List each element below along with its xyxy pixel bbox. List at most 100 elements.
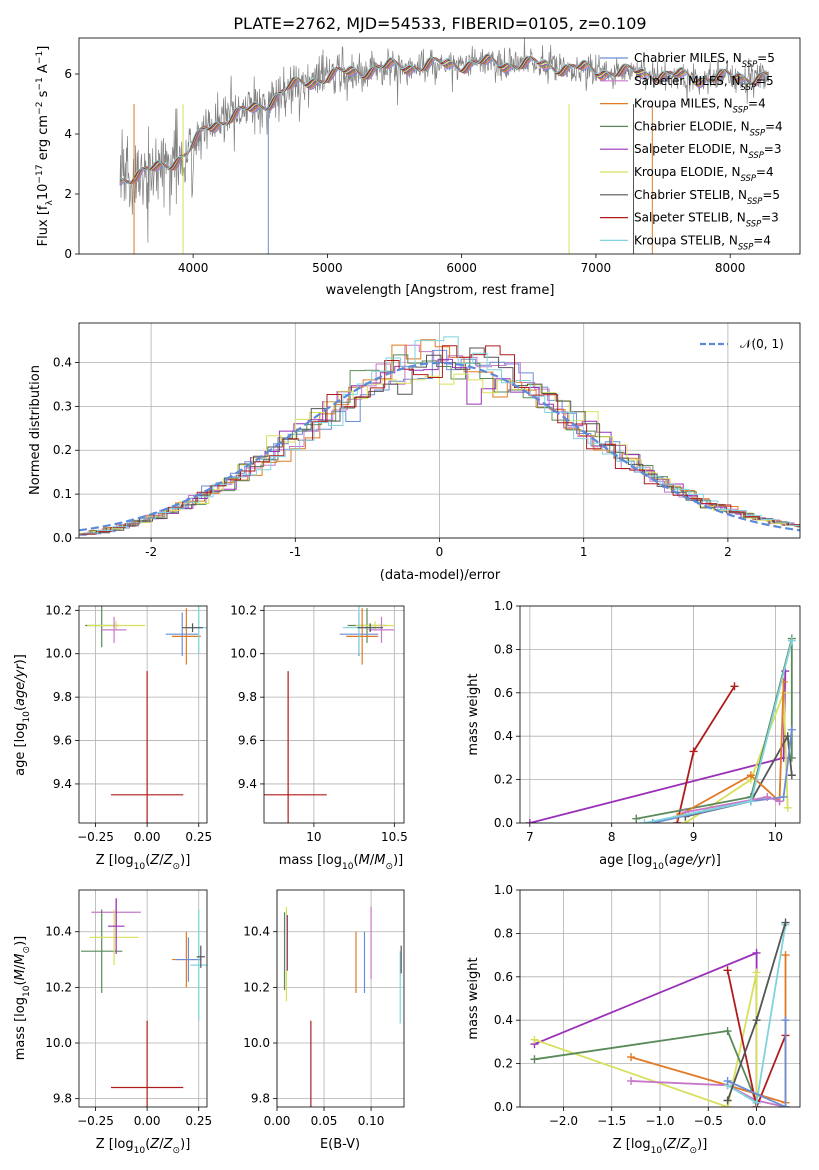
x-tick-label: 1 [580,545,588,559]
x-tick-label: −0.25 [77,1114,114,1128]
x-tick-label: 0.0 [747,1114,766,1128]
mass-weight-line [534,972,758,1107]
mass-weight-line [534,1030,758,1104]
y-tick-label: 10.0 [243,1036,270,1050]
y-tick-label: 0.4 [494,729,513,743]
data-point-marker [787,771,796,780]
y-tick-label: 0.3 [53,399,72,413]
mass-weight-line [652,729,793,823]
data-point-marker [781,918,790,927]
plot-area [79,336,800,536]
legend-label: Chabrier MILES, NSSP=5 [634,51,775,69]
x-axis-label: mass [log10(M/M⊙)] [279,853,403,872]
legend-label: Chabrier STELIB, NSSP=5 [634,188,780,206]
model-spectrum-line [120,53,768,184]
y-axis-label: mass [log10(M/M⊙)] [13,936,32,1060]
legend-label: 𝒩(0, 1) [740,337,784,351]
mass-weight-line [676,681,785,818]
data-point-marker [781,1016,790,1025]
y-tick-label: 1.0 [494,883,513,897]
histogram-step-line [79,373,800,534]
age-vs-Z-panel: −0.25 0.00 0.25 9.4 9.6 9.8 10.0 10.2 Z [log10(Z… [13,603,212,872]
plot-area [283,906,402,1107]
x-tick-label: 0 [436,545,444,559]
plot-area [81,898,207,1107]
mass-weight-vs-age-panel: 7 8 9 10 0.0 0.2 0.4 0.6 0.8 1.0 age [log10(age/yr… [466,599,801,872]
y-tick-label: 10.2 [45,603,72,617]
age-vs-mass-panel: 10 10.5 9.4 9.6 9.8 10.0 10.2 mass [log10(M/M⊙)… [230,603,408,872]
data-point-marker [752,1016,761,1025]
axes-frame [78,889,208,1108]
x-tick-label: -1 [289,545,301,559]
data-point-marker [723,1076,732,1085]
axes-frame [78,605,208,824]
y-tick-label: 9.6 [238,734,257,748]
y-tick-label: 4 [64,127,72,141]
data-point-marker [723,966,732,975]
data-point-marker [723,1027,732,1036]
x-axis-label: Z [log10(Z/Z⊙)] [96,1137,191,1156]
data-point-marker [783,803,792,812]
data-point-marker [632,814,641,823]
x-tick-label: 0.25 [185,1114,212,1128]
data-point-marker [752,948,761,957]
plot-area [264,606,395,823]
y-tick-label: 0.8 [494,642,513,656]
x-tick-label: −2.0 [549,1114,578,1128]
x-tick-label: 0.25 [185,830,212,844]
y-tick-label: 9.8 [251,1092,270,1106]
y-tick-label: 10.4 [45,925,72,939]
x-tick-label: 0.10 [358,1114,385,1128]
axes-frame [276,889,405,1108]
x-axis-label: E(B-V) [320,1137,360,1152]
axes-frame [263,605,405,824]
y-axis-label: Normed distribution [28,365,43,495]
legend-label: Chabrier ELODIE, NSSP=4 [634,119,783,137]
data-point-marker [627,1053,636,1062]
mass-weight-line [727,1020,787,1107]
data-point-marker [763,792,772,801]
data-point-marker [746,797,755,806]
mass-weight-line [726,970,787,1107]
legend-label: Kroupa ELODIE, NSSP=4 [634,165,774,183]
spectrum-panel: 4000 5000 6000 7000 8000 0 2 4 6 wavelength [Angs… [35,37,801,298]
x-tick-label: −1.0 [645,1114,674,1128]
data-point-marker [752,1098,761,1107]
y-axis-label: age [log10(age/yr)] [13,654,32,776]
y-tick-label: 9.8 [53,690,72,704]
data-point-marker [779,792,788,801]
y-tick-label: 9.4 [53,777,72,791]
y-tick-label: 2 [64,187,72,201]
mass-weight-line [630,1080,786,1107]
figure-title: PLATE=2762, MJD=54533, FIBERID=0105, z=0… [233,14,646,33]
y-tick-label: 0.6 [494,970,513,984]
y-tick-label: 0.8 [494,926,513,940]
legend-label: Kroupa MILES, NSSP=4 [634,97,766,115]
x-axis-label: Z [log10(Z/Z⊙)] [613,1137,708,1156]
x-tick-label: 0.05 [311,1114,338,1128]
plot-area [85,606,207,823]
x-tick-label: 5000 [312,261,343,275]
chart-panels: 4000 5000 6000 7000 8000 0 2 4 6 wavelength [Angs… [13,37,801,1156]
y-tick-label: 10.2 [45,980,72,994]
x-tick-label: −0.5 [694,1114,723,1128]
y-tick-label: 0.0 [494,816,513,830]
y-tick-label: 0.0 [53,531,72,545]
mass-vs-Z-panel: −0.25 0.00 0.25 9.8 10.0 10.2 10.4 Z [log10(Z/Z… [13,889,212,1156]
x-tick-label: −0.25 [77,830,114,844]
x-tick-label: -2 [145,545,157,559]
histogram-panel: -2 -1 0 1 2 0.0 0.1 0.2 0.3 0.4 (data-model)/error… [28,322,801,583]
legend-label: Kroupa STELIB, NSSP=4 [634,233,771,251]
legend-label: Salpeter STELIB, NSSP=3 [634,211,779,229]
data-point-marker [730,682,739,691]
data-point-marker [530,1035,539,1044]
y-tick-label: 0.2 [494,773,513,787]
axes-frame [519,889,801,1108]
x-axis-label: age [log10(age/yr)] [599,853,721,872]
normal-curve-line [79,361,800,532]
y-tick-label: 10.0 [45,647,72,661]
data-point-marker [648,819,657,823]
data-point-marker [781,951,790,960]
x-tick-label: 10.5 [381,830,408,844]
